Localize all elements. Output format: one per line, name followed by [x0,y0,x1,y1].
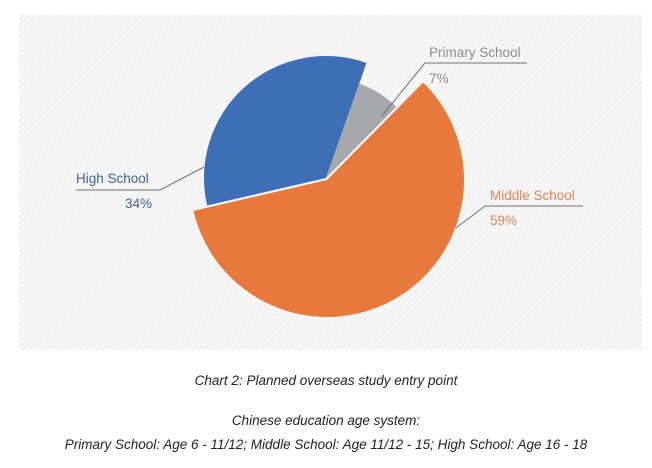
note-heading: Chinese education age system: [231,413,421,428]
pie-chart: High School 34% Primary School 7% Middle Sch… [76,45,583,318]
leader-line [380,62,527,118]
slice-value-label: 34% [125,196,152,211]
slice-label: Middle School [490,188,575,203]
pie-slice-middle-school [193,82,465,318]
leader-line [76,166,205,191]
note-text: Primary School: Age 6 - 11/12; Middle Sc… [64,437,588,452]
slice-value-label: 59% [490,213,517,228]
slice-label: Primary School [429,45,521,60]
pie-slice-primary-school [326,83,397,178]
slice-label: High School [76,171,149,186]
slice-value-label: 7% [429,71,449,86]
pie-slice-high-school [203,56,367,206]
leader-line [455,205,583,229]
chart-title: Chart 2: Planned overseas study entry po… [194,373,458,388]
